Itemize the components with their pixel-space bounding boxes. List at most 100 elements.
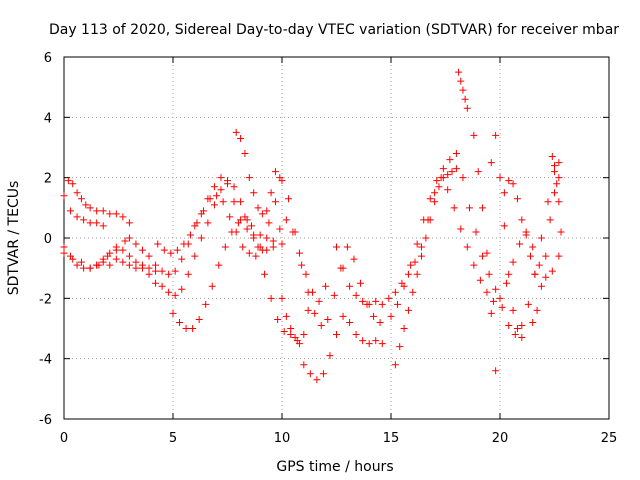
data-point xyxy=(178,285,186,293)
series-arc-12 xyxy=(391,165,460,369)
data-point xyxy=(444,171,452,179)
data-point xyxy=(125,219,133,227)
y-axis-label: SDTVAR / TECUs xyxy=(6,181,22,296)
data-point xyxy=(500,189,508,197)
data-point xyxy=(138,246,146,254)
data-point xyxy=(479,252,487,260)
data-point xyxy=(258,246,266,254)
data-point xyxy=(333,243,340,251)
data-point xyxy=(252,252,260,260)
data-point xyxy=(291,334,299,342)
data-point xyxy=(237,134,245,142)
data-point xyxy=(483,249,491,257)
data-point xyxy=(542,252,550,260)
data-point xyxy=(93,261,101,269)
data-point xyxy=(237,198,245,206)
data-point xyxy=(313,376,321,384)
data-points xyxy=(60,68,565,384)
data-point xyxy=(228,228,236,236)
data-point xyxy=(551,168,558,176)
data-point xyxy=(372,337,380,345)
data-point xyxy=(230,198,238,206)
data-point xyxy=(112,210,120,218)
data-point xyxy=(254,204,262,212)
data-point xyxy=(330,291,338,299)
data-point xyxy=(426,195,434,203)
data-point xyxy=(119,258,127,266)
data-point xyxy=(86,264,94,272)
data-point xyxy=(496,174,504,182)
axis-ticks xyxy=(63,56,610,420)
x-tick-label: 10 xyxy=(274,431,291,446)
data-point xyxy=(295,340,303,348)
data-point xyxy=(463,104,471,112)
data-point xyxy=(217,174,225,182)
data-point xyxy=(60,243,68,251)
data-point xyxy=(492,131,500,139)
data-point xyxy=(513,195,521,203)
data-point xyxy=(356,279,364,287)
data-point xyxy=(263,207,271,215)
data-point xyxy=(119,213,127,221)
x-axis-label: GPS time / hours xyxy=(276,459,393,475)
data-point xyxy=(221,243,229,251)
data-point xyxy=(376,318,384,326)
data-point xyxy=(271,168,279,176)
data-point xyxy=(463,243,471,251)
data-point xyxy=(247,222,255,230)
data-point xyxy=(282,312,290,320)
data-point xyxy=(505,321,513,329)
data-point xyxy=(503,279,511,287)
data-point xyxy=(158,267,166,275)
data-point xyxy=(511,331,519,339)
data-point xyxy=(433,177,441,185)
data-point xyxy=(452,150,460,158)
series-arc-9 xyxy=(278,294,312,348)
data-point xyxy=(472,228,480,236)
data-point xyxy=(557,228,565,236)
data-point xyxy=(333,331,340,339)
data-point xyxy=(180,240,188,248)
data-point xyxy=(67,207,75,215)
series-arc-8 xyxy=(232,128,284,218)
data-point xyxy=(446,156,454,164)
data-point xyxy=(138,261,146,269)
x-tick-label: 0 xyxy=(60,431,68,446)
data-point xyxy=(535,261,543,269)
data-point xyxy=(191,252,199,260)
data-point xyxy=(121,237,129,245)
data-point xyxy=(106,249,114,257)
data-point xyxy=(400,282,408,290)
data-point xyxy=(487,309,495,317)
y-tick-label: -2 xyxy=(39,292,52,307)
data-point xyxy=(178,255,186,263)
data-point xyxy=(542,273,550,281)
data-point xyxy=(202,300,210,308)
data-point xyxy=(132,264,140,272)
data-point xyxy=(372,297,380,305)
data-point xyxy=(422,234,430,242)
data-point xyxy=(197,234,205,242)
data-point xyxy=(254,243,262,251)
data-point xyxy=(439,174,447,182)
data-point xyxy=(217,186,225,194)
data-point xyxy=(311,309,319,317)
data-point xyxy=(125,261,133,269)
series-arc-6 xyxy=(154,177,384,329)
data-point xyxy=(537,282,545,290)
data-point xyxy=(350,255,358,263)
data-point xyxy=(295,249,303,257)
data-point xyxy=(298,261,306,269)
data-point xyxy=(106,210,114,218)
data-point xyxy=(243,225,251,233)
data-point xyxy=(169,309,177,317)
data-point xyxy=(165,288,173,296)
data-point xyxy=(226,213,234,221)
y-tick-label: 0 xyxy=(44,232,52,247)
data-point xyxy=(470,131,478,139)
data-point xyxy=(404,270,412,278)
data-point xyxy=(529,318,537,326)
data-point xyxy=(555,159,563,167)
data-point xyxy=(167,249,175,257)
